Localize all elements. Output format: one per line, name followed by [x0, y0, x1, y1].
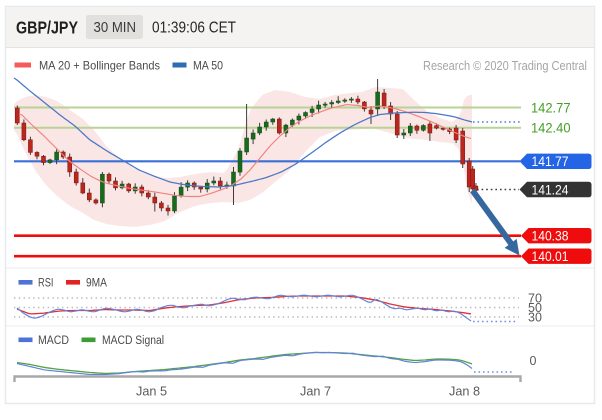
svg-text:Jan 8: Jan 8 — [449, 384, 480, 399]
svg-text:142.40: 142.40 — [531, 120, 571, 135]
svg-text:Jan 5: Jan 5 — [136, 384, 167, 399]
svg-text:30: 30 — [528, 311, 542, 325]
svg-text:70: 70 — [528, 292, 542, 306]
svg-text:141.24: 141.24 — [532, 182, 569, 197]
svg-text:MA 50: MA 50 — [193, 59, 223, 73]
svg-text:30 MIN: 30 MIN — [94, 20, 137, 36]
svg-text:Jan 7: Jan 7 — [300, 384, 331, 399]
svg-text:MACD Signal: MACD Signal — [102, 335, 164, 347]
svg-text:RSI: RSI — [38, 278, 54, 290]
svg-text:GBP/JPY: GBP/JPY — [16, 18, 78, 38]
svg-text:Research © 2020 Trading Centra: Research © 2020 Trading Central — [423, 59, 587, 73]
svg-text:141.77: 141.77 — [532, 154, 569, 169]
svg-text:MA 20 + Bollinger Bands: MA 20 + Bollinger Bands — [39, 59, 160, 73]
svg-text:140.38: 140.38 — [532, 229, 569, 244]
svg-text:9MA: 9MA — [86, 278, 107, 290]
svg-text:140.01: 140.01 — [532, 249, 569, 264]
svg-text:0: 0 — [530, 354, 537, 368]
svg-text:MACD: MACD — [38, 335, 69, 347]
svg-text:142.77: 142.77 — [531, 101, 571, 116]
svg-text:50: 50 — [528, 301, 542, 315]
svg-text:01:39:06 CET: 01:39:06 CET — [152, 20, 236, 37]
